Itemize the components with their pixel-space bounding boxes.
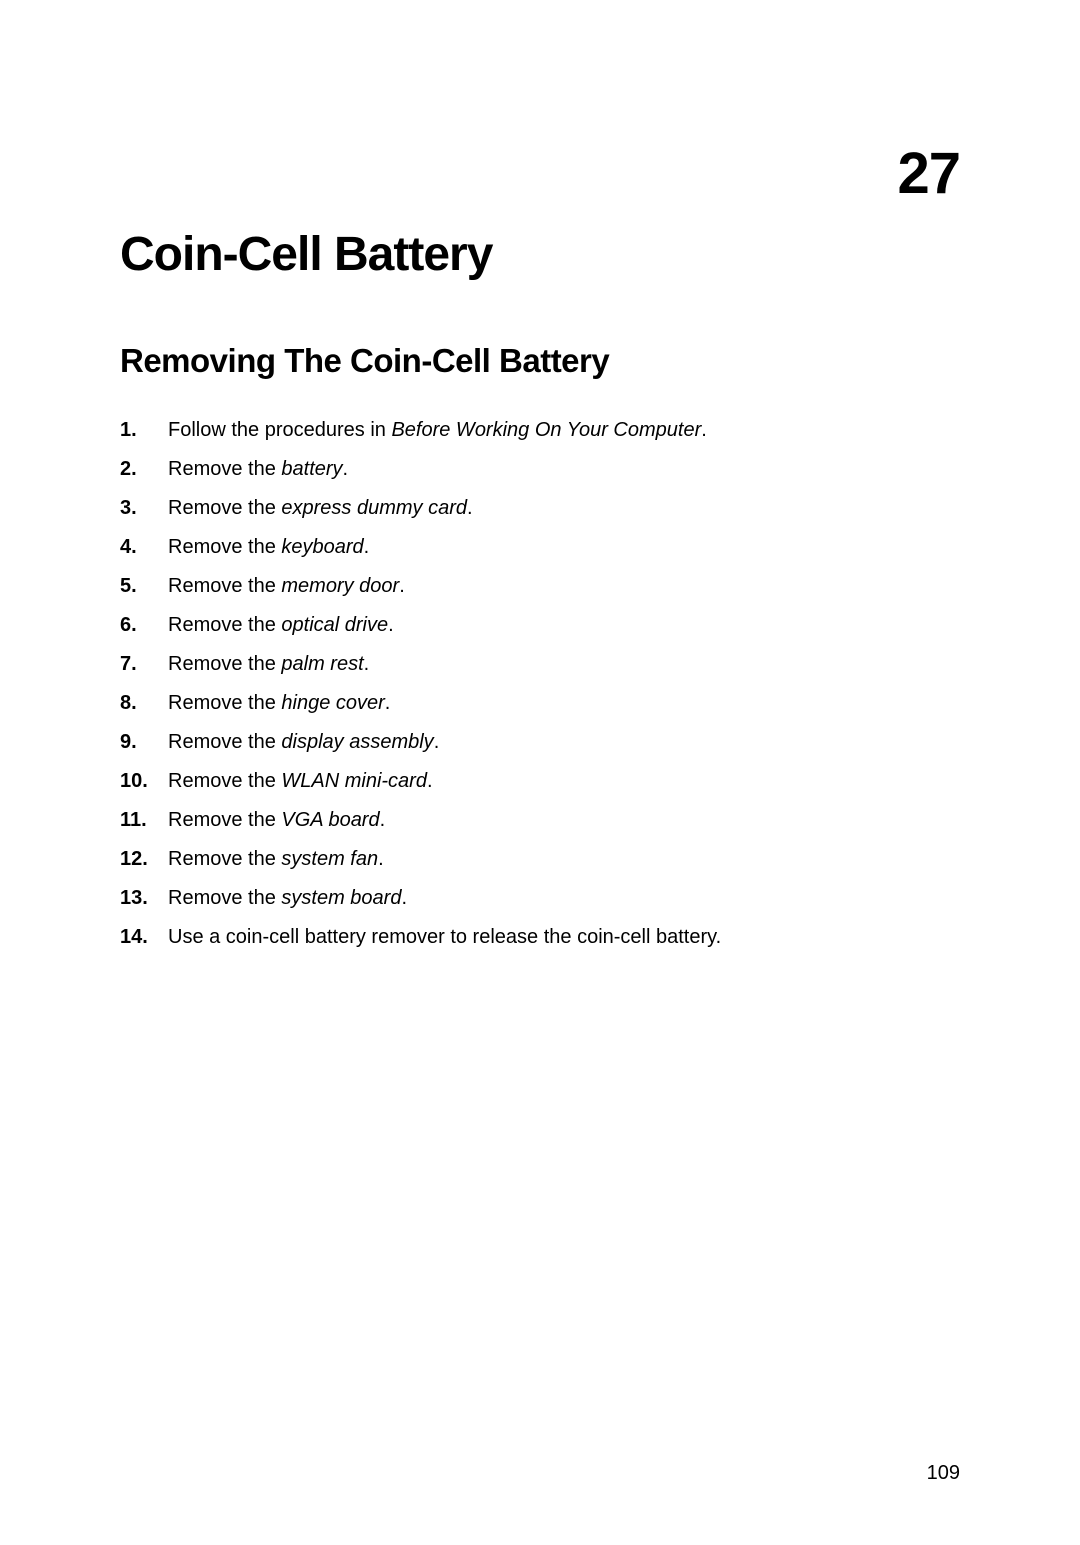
step-text-italic: WLAN mini-card	[281, 770, 427, 792]
step-text-italic: system board	[281, 887, 401, 909]
step-text-italic: optical drive	[281, 614, 388, 636]
page-container: 27 Coin-Cell Battery Removing The Coin-C…	[0, 0, 1080, 1545]
step-item: Use a coin-cell battery remover to relea…	[120, 922, 960, 952]
chapter-number: 27	[120, 140, 960, 207]
step-text-suffix: .	[427, 770, 433, 792]
page-number: 109	[927, 1462, 960, 1485]
step-text-italic: hinge cover	[281, 692, 384, 714]
step-text-suffix: .	[343, 458, 349, 480]
step-text-prefix: Remove the	[168, 575, 281, 597]
step-text-italic: Before Working On Your Computer	[391, 419, 701, 441]
step-text-suffix: .	[378, 848, 384, 870]
chapter-title: Coin-Cell Battery	[120, 227, 960, 282]
step-text-suffix: .	[364, 536, 370, 558]
step-item: Remove the system board.	[120, 883, 960, 913]
step-text-prefix: Remove the	[168, 614, 281, 636]
step-text-prefix: Remove the	[168, 809, 281, 831]
step-text-italic: express dummy card	[281, 497, 467, 519]
step-item: Remove the palm rest.	[120, 649, 960, 679]
step-item: Remove the memory door.	[120, 571, 960, 601]
step-text-prefix: Remove the	[168, 731, 281, 753]
step-text-prefix: Remove the	[168, 653, 281, 675]
step-item: Remove the hinge cover.	[120, 688, 960, 718]
step-list: Follow the procedures in Before Working …	[120, 415, 960, 952]
step-text-italic: VGA board	[281, 809, 379, 831]
step-text-prefix: Remove the	[168, 497, 281, 519]
step-text-suffix: .	[701, 419, 707, 441]
step-item: Remove the VGA board.	[120, 805, 960, 835]
step-text-italic: battery	[281, 458, 342, 480]
step-item: Remove the system fan.	[120, 844, 960, 874]
step-item: Remove the optical drive.	[120, 610, 960, 640]
step-text-prefix: Remove the	[168, 536, 281, 558]
step-text-italic: keyboard	[281, 536, 363, 558]
step-item: Remove the express dummy card.	[120, 493, 960, 523]
step-text-prefix: Remove the	[168, 692, 281, 714]
section-title: Removing The Coin-Cell Battery	[120, 342, 960, 380]
step-text-italic: palm rest	[281, 653, 363, 675]
step-text-italic: memory door	[281, 575, 399, 597]
step-item: Follow the procedures in Before Working …	[120, 415, 960, 445]
step-text-prefix: Remove the	[168, 770, 281, 792]
step-text-italic: display assembly	[281, 731, 433, 753]
step-item: Remove the WLAN mini-card.	[120, 766, 960, 796]
step-text-italic: system fan	[281, 848, 378, 870]
step-text-prefix: Use a coin-cell battery remover to relea…	[168, 926, 721, 948]
step-text-suffix: .	[401, 887, 407, 909]
step-item: Remove the battery.	[120, 454, 960, 484]
step-text-suffix: .	[388, 614, 394, 636]
step-text-prefix: Remove the	[168, 848, 281, 870]
step-text-suffix: .	[380, 809, 386, 831]
step-text-suffix: .	[364, 653, 370, 675]
step-text-suffix: .	[467, 497, 473, 519]
step-item: Remove the keyboard.	[120, 532, 960, 562]
step-text-prefix: Remove the	[168, 887, 281, 909]
step-text-prefix: Remove the	[168, 458, 281, 480]
step-item: Remove the display assembly.	[120, 727, 960, 757]
step-text-prefix: Follow the procedures in	[168, 419, 391, 441]
step-text-suffix: .	[434, 731, 440, 753]
step-text-suffix: .	[385, 692, 391, 714]
step-text-suffix: .	[399, 575, 405, 597]
